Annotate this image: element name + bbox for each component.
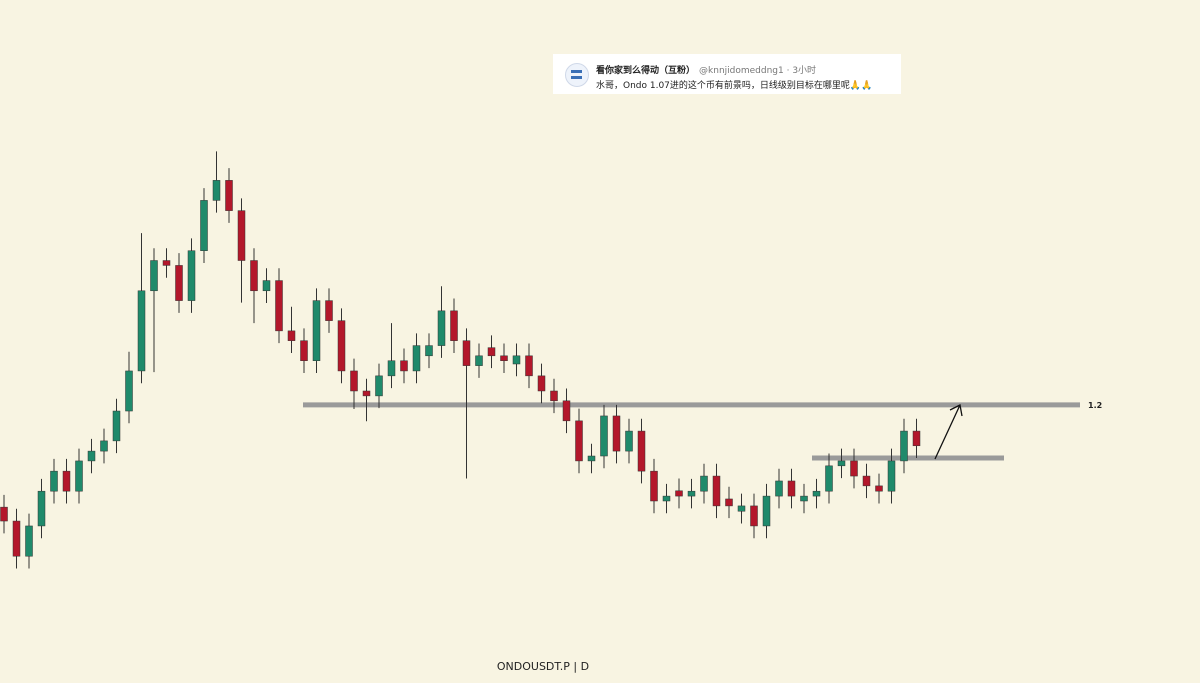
- user-handle: @knnjidomeddng1 · 3小时: [699, 66, 817, 76]
- candle-body: [662, 495, 671, 502]
- candle-body: [312, 300, 321, 361]
- candle-body: [112, 410, 121, 442]
- candle-body: [787, 480, 796, 497]
- candle-body: [187, 250, 196, 301]
- candle-body: [887, 460, 896, 492]
- user-badge: （互粉）: [659, 66, 696, 76]
- tweet-card: 看你家到么得动（互粉） @knnjidomeddng1 · 3小时 水哥，Ondo…: [553, 54, 901, 94]
- candle-body: [200, 200, 208, 251]
- candle-body: [725, 498, 733, 507]
- user-name: 看你家到么得动: [596, 66, 660, 76]
- arrow-head: [949, 404, 963, 417]
- candle-body: [300, 340, 308, 361]
- candle-body: [612, 415, 621, 452]
- candle-body: [637, 430, 646, 472]
- candle-body: [600, 415, 608, 457]
- candle-body: [862, 475, 871, 487]
- tweet-text: 水哥，Ondo 1.07进的这个币有前景吗，日线级别目标在哪里呢🙏🙏: [596, 81, 873, 91]
- candle-body: [425, 345, 433, 357]
- candle-body: [575, 420, 583, 462]
- candle-body: [287, 330, 296, 341]
- candle-body: [262, 280, 271, 292]
- level-label: 1.2: [1088, 401, 1102, 410]
- candle-body: [775, 480, 783, 497]
- candle-body: [225, 180, 233, 211]
- candle-body: [350, 370, 358, 392]
- candle-body: [912, 430, 921, 447]
- candle-body: [762, 495, 771, 527]
- candle-body: [412, 345, 421, 372]
- candle-body: [12, 520, 21, 557]
- candle-body: [325, 300, 333, 321]
- candle-body: [387, 360, 396, 377]
- candle-body: [37, 490, 46, 527]
- candle-body: [687, 490, 696, 497]
- candle-body: [525, 355, 533, 377]
- candle-body: [150, 260, 158, 292]
- candle-body: [450, 310, 458, 341]
- candle-body: [700, 475, 708, 492]
- candle-body: [837, 460, 846, 467]
- candle-body: [825, 465, 833, 492]
- candle-body: [512, 355, 521, 365]
- candle-body: [487, 347, 496, 357]
- candle-body: [625, 430, 633, 452]
- candle-body: [400, 360, 408, 372]
- candle-body: [737, 505, 746, 512]
- candle-body: [175, 265, 183, 301]
- candle-body: [712, 475, 721, 507]
- candle-body: [537, 375, 546, 392]
- candle-body: [437, 310, 446, 346]
- candle-body: [237, 210, 246, 261]
- candle-body: [100, 440, 108, 452]
- candle-body: [137, 290, 146, 372]
- candle-body: [550, 390, 558, 402]
- candle-body: [875, 485, 883, 492]
- candle-body: [250, 260, 258, 292]
- candle-body: [675, 490, 683, 497]
- candle-body: [475, 355, 483, 366]
- candle-body: [362, 390, 371, 397]
- candle-body: [75, 460, 83, 492]
- candle-body: [62, 470, 71, 492]
- candle-body: [162, 260, 171, 266]
- candle-body: [125, 370, 133, 412]
- candle-body: [562, 400, 571, 422]
- candle-body: [500, 355, 508, 361]
- symbol-label: ONDOUSDT.P | D: [497, 660, 589, 673]
- candle-body: [812, 490, 821, 497]
- candle-body: [850, 460, 858, 477]
- candle-body: [650, 470, 658, 502]
- avatar: [565, 63, 589, 87]
- candle-body: [587, 455, 596, 462]
- candle-body: [212, 180, 221, 201]
- candle-body: [800, 495, 808, 502]
- candle-body: [0, 506, 8, 522]
- tweet-header: 看你家到么得动（互粉） @knnjidomeddng1 · 3小时: [596, 63, 816, 76]
- candle-body: [275, 280, 283, 332]
- candle-body: [50, 470, 58, 492]
- candle-body: [337, 320, 346, 372]
- candle-body: [750, 505, 758, 527]
- candle-body: [87, 450, 96, 462]
- candle-body: [462, 340, 471, 366]
- candle-body: [25, 525, 33, 557]
- candle-body: [375, 375, 383, 397]
- arrow-shaft: [934, 404, 961, 460]
- candle-body: [900, 430, 908, 462]
